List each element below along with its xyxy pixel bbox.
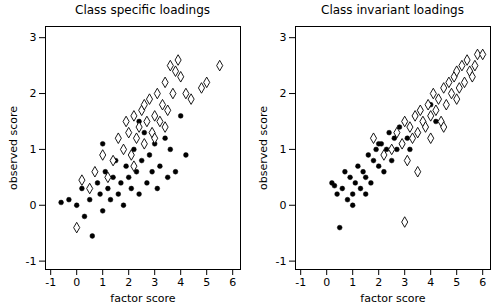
svg-text:-1: -1 (45, 276, 56, 289)
svg-text:3: 3 (280, 31, 287, 44)
svg-text:1: 1 (349, 276, 356, 289)
svg-text:5: 5 (203, 276, 210, 289)
svg-text:observed score: observed score (257, 106, 270, 190)
svg-text:1: 1 (280, 143, 287, 156)
svg-text:3: 3 (151, 276, 158, 289)
svg-text:-1: -1 (276, 255, 287, 268)
svg-text:0: 0 (73, 276, 80, 289)
svg-text:2: 2 (280, 87, 287, 100)
svg-text:2: 2 (375, 276, 382, 289)
svg-text:observed score: observed score (7, 106, 20, 190)
svg-text:factor score: factor score (110, 292, 176, 305)
svg-text:4: 4 (427, 276, 434, 289)
svg-text:3: 3 (30, 31, 37, 44)
svg-text:6: 6 (479, 276, 486, 289)
svg-text:4: 4 (177, 276, 184, 289)
svg-text:-1: -1 (295, 276, 306, 289)
html-text:Class specific loadings: Class specific loadings (75, 3, 210, 17)
svg-text:5: 5 (453, 276, 460, 289)
svg-text:0: 0 (280, 199, 287, 212)
svg-text:0: 0 (30, 199, 37, 212)
svg-text:6: 6 (229, 276, 236, 289)
html-text:Class invariant loadings: Class invariant loadings (321, 3, 464, 17)
svg-text:2: 2 (125, 276, 132, 289)
svg-text:1: 1 (30, 143, 37, 156)
svg-text:2: 2 (30, 87, 37, 100)
svg-text:0: 0 (323, 276, 330, 289)
svg-text:-1: -1 (26, 255, 37, 268)
svg-text:1: 1 (99, 276, 106, 289)
svg-text:factor score: factor score (360, 292, 426, 305)
svg-text:3: 3 (401, 276, 408, 289)
